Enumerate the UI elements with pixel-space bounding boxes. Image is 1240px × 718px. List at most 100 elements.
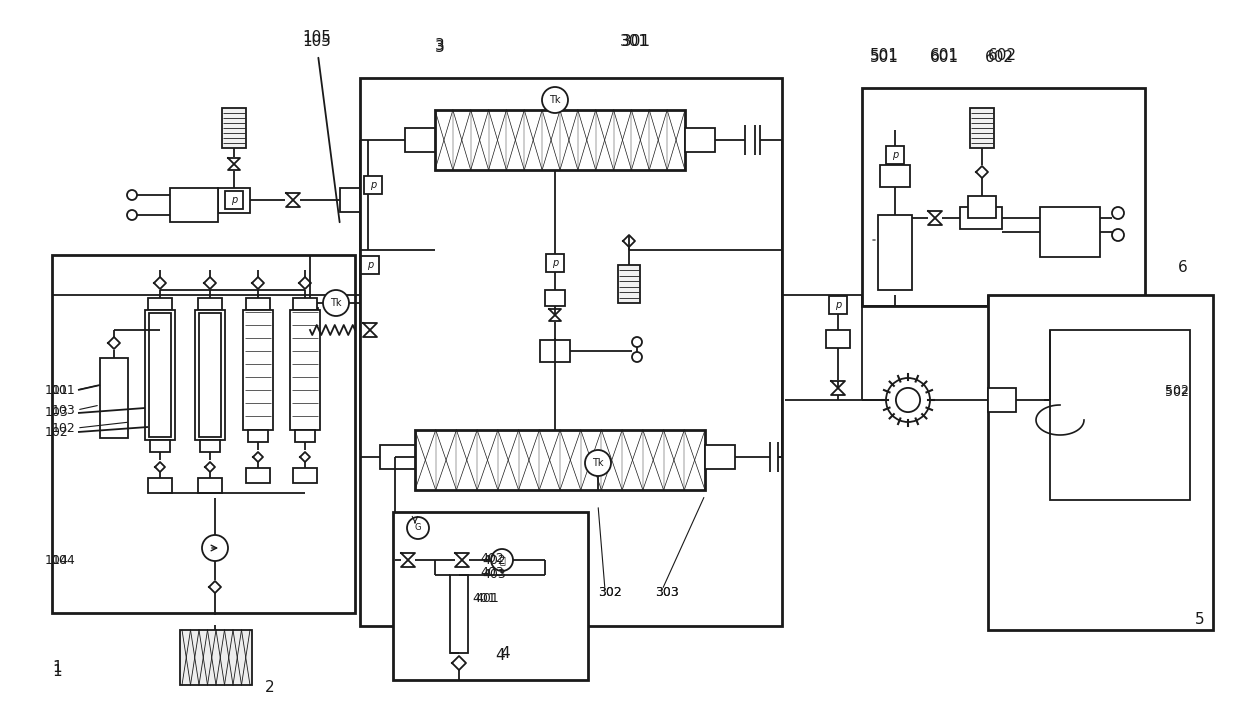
Text: Tk: Tk bbox=[549, 95, 560, 105]
Bar bbox=[52, 255, 355, 613]
Text: 104: 104 bbox=[45, 554, 68, 567]
Bar bbox=[830, 296, 847, 314]
Bar bbox=[546, 290, 565, 306]
Bar bbox=[1040, 207, 1100, 257]
Circle shape bbox=[542, 87, 568, 113]
Bar bbox=[360, 78, 782, 626]
Bar bbox=[303, 308, 317, 322]
Bar bbox=[988, 388, 1016, 412]
Text: 103: 103 bbox=[45, 406, 68, 419]
Text: Tk: Tk bbox=[330, 298, 342, 308]
Text: 1: 1 bbox=[52, 664, 62, 679]
Circle shape bbox=[491, 549, 513, 571]
Bar bbox=[618, 265, 640, 303]
Text: 101: 101 bbox=[45, 383, 68, 396]
Bar bbox=[293, 298, 317, 310]
Text: p: p bbox=[835, 300, 841, 310]
Text: 4: 4 bbox=[495, 648, 505, 663]
Text: 501: 501 bbox=[870, 50, 899, 65]
Bar bbox=[960, 207, 1002, 229]
Bar bbox=[148, 298, 172, 310]
Bar bbox=[180, 630, 252, 685]
Bar bbox=[361, 256, 379, 274]
Text: 502: 502 bbox=[1166, 386, 1189, 398]
Bar bbox=[218, 188, 250, 213]
Text: 601: 601 bbox=[930, 47, 959, 62]
Bar bbox=[148, 478, 172, 493]
Bar bbox=[405, 128, 435, 152]
Bar bbox=[968, 196, 996, 218]
Circle shape bbox=[1112, 207, 1123, 219]
Text: p: p bbox=[231, 195, 237, 205]
Bar bbox=[290, 310, 320, 430]
Text: 101: 101 bbox=[52, 383, 76, 396]
Bar bbox=[880, 165, 910, 187]
Text: 1: 1 bbox=[52, 661, 62, 676]
Bar bbox=[145, 310, 175, 440]
Circle shape bbox=[895, 388, 920, 412]
Bar bbox=[150, 440, 170, 452]
Text: 502: 502 bbox=[1166, 383, 1189, 396]
Text: 401: 401 bbox=[475, 592, 498, 605]
Text: 103: 103 bbox=[52, 404, 76, 416]
Bar bbox=[246, 468, 270, 483]
Text: 403: 403 bbox=[482, 567, 506, 580]
Circle shape bbox=[585, 450, 611, 476]
Text: 3: 3 bbox=[435, 40, 445, 55]
Bar bbox=[195, 310, 224, 440]
Text: 401: 401 bbox=[472, 592, 496, 605]
Circle shape bbox=[126, 210, 136, 220]
Bar bbox=[243, 310, 273, 430]
Bar bbox=[224, 191, 243, 209]
Bar bbox=[887, 146, 904, 164]
Bar bbox=[200, 440, 219, 452]
Bar bbox=[450, 575, 467, 653]
Circle shape bbox=[632, 352, 642, 362]
Text: 601: 601 bbox=[930, 50, 959, 65]
Text: 602: 602 bbox=[988, 47, 1017, 62]
Bar bbox=[198, 478, 222, 493]
Bar bbox=[878, 215, 911, 290]
Bar bbox=[198, 313, 221, 437]
Bar bbox=[970, 108, 994, 148]
Text: 2: 2 bbox=[265, 681, 274, 696]
Bar bbox=[684, 128, 715, 152]
Text: 501: 501 bbox=[870, 47, 899, 62]
Bar bbox=[393, 512, 588, 680]
Text: 602: 602 bbox=[985, 50, 1014, 65]
Text: 302: 302 bbox=[598, 585, 621, 599]
Bar bbox=[546, 254, 564, 272]
Text: Tk: Tk bbox=[593, 458, 604, 468]
Text: 403: 403 bbox=[480, 566, 503, 579]
Bar bbox=[365, 176, 382, 194]
Circle shape bbox=[1112, 229, 1123, 241]
Circle shape bbox=[887, 378, 930, 422]
Bar bbox=[295, 430, 315, 442]
Bar bbox=[149, 313, 171, 437]
Text: 402: 402 bbox=[482, 554, 506, 567]
Circle shape bbox=[632, 337, 642, 347]
Text: p: p bbox=[370, 180, 376, 190]
Bar bbox=[706, 445, 735, 469]
Text: 105: 105 bbox=[303, 34, 331, 50]
Text: 5: 5 bbox=[1195, 612, 1204, 628]
Bar bbox=[248, 430, 268, 442]
Bar bbox=[246, 298, 270, 310]
Text: 102: 102 bbox=[52, 421, 76, 434]
Text: 104: 104 bbox=[52, 554, 76, 567]
Text: 6: 6 bbox=[1178, 261, 1188, 276]
Bar bbox=[379, 445, 415, 469]
Bar bbox=[539, 340, 570, 362]
Text: p: p bbox=[892, 150, 898, 160]
Bar bbox=[826, 330, 849, 348]
Bar bbox=[862, 88, 1145, 306]
Text: 303: 303 bbox=[655, 585, 678, 599]
Bar bbox=[222, 108, 246, 148]
Text: 102: 102 bbox=[45, 426, 68, 439]
Bar bbox=[988, 295, 1213, 630]
Bar bbox=[198, 298, 222, 310]
Text: 302: 302 bbox=[598, 585, 621, 599]
Text: ⓘ: ⓘ bbox=[498, 555, 505, 565]
Circle shape bbox=[322, 290, 348, 316]
Bar bbox=[360, 173, 386, 197]
